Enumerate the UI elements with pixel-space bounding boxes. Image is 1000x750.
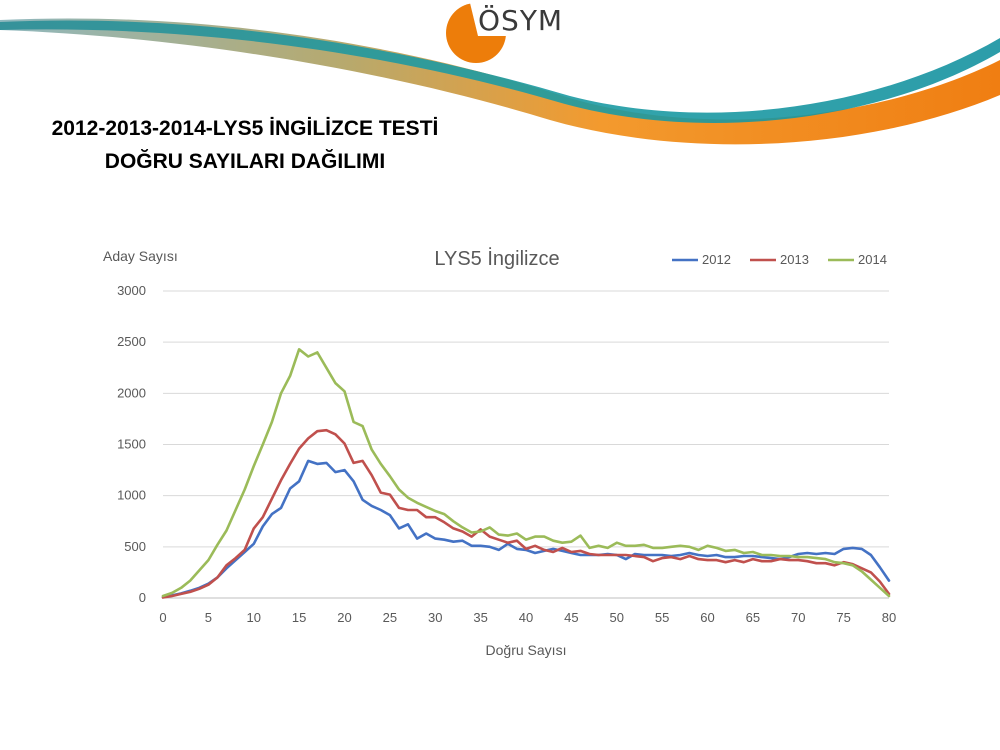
x-tick-label: 75 <box>836 610 850 625</box>
x-tick-label: 5 <box>205 610 212 625</box>
osym-logo-text: ÖSYM <box>478 4 564 37</box>
x-tick-label: 25 <box>383 610 397 625</box>
chart-title: LYS5 İngilizce <box>434 247 559 270</box>
x-tick-label: 55 <box>655 610 669 625</box>
slide-title-line-2: DOĞRU SAYILARI DAĞILIMI <box>104 150 386 173</box>
x-axis-label: Doğru Sayısı <box>486 642 567 658</box>
x-tick-label: 80 <box>882 610 896 625</box>
chart-legend: 2012 2013 2014 <box>672 252 887 267</box>
x-tick-label: 50 <box>610 610 624 625</box>
y-tick-label: 3000 <box>117 283 146 298</box>
y-axis-label: Aday Sayısı <box>103 248 178 264</box>
y-tick-label: 0 <box>139 590 146 605</box>
legend-label-2012: 2012 <box>702 252 731 267</box>
legend-label-2014: 2014 <box>858 252 887 267</box>
series-line-2013 <box>161 428 891 599</box>
x-tick-label: 30 <box>428 610 442 625</box>
x-tick-label: 40 <box>519 610 533 625</box>
y-tick-label: 2000 <box>117 385 146 400</box>
x-tick-label: 65 <box>746 610 760 625</box>
x-tick-label: 60 <box>700 610 714 625</box>
logo-cutout <box>470 3 510 36</box>
x-tick-label: 35 <box>473 610 487 625</box>
series-line-2014 <box>161 347 891 598</box>
legend-label-2013: 2013 <box>780 252 809 267</box>
x-tick-label: 70 <box>791 610 805 625</box>
x-axis-ticks: 0 5 10 15 20 25 30 35 40 45 50 55 60 65 70 75 80 <box>159 610 896 625</box>
y-axis-ticks: 0 500 1000 1500 2000 2500 3000 <box>117 283 146 605</box>
x-tick-label: 10 <box>247 610 261 625</box>
x-tick-label: 20 <box>337 610 351 625</box>
x-tick-label: 45 <box>564 610 578 625</box>
osym-banner <box>0 3 1000 145</box>
y-tick-label: 1500 <box>117 437 146 452</box>
x-tick-label: 15 <box>292 610 306 625</box>
series-lines <box>161 347 891 599</box>
y-tick-label: 500 <box>124 539 146 554</box>
series-line-2012 <box>161 459 891 599</box>
y-tick-label: 1000 <box>117 488 146 503</box>
chart-gridlines <box>163 290 889 599</box>
slide-title-line-1: 2012-2013-2014-LYS5 İNGİLİZCE TESTİ <box>51 117 439 140</box>
x-tick-label: 0 <box>159 610 166 625</box>
slide-title: 2012-2013-2014-LYS5 İNGİLİZCE TESTİ DOĞR… <box>0 112 490 178</box>
y-tick-label: 2500 <box>117 334 146 349</box>
